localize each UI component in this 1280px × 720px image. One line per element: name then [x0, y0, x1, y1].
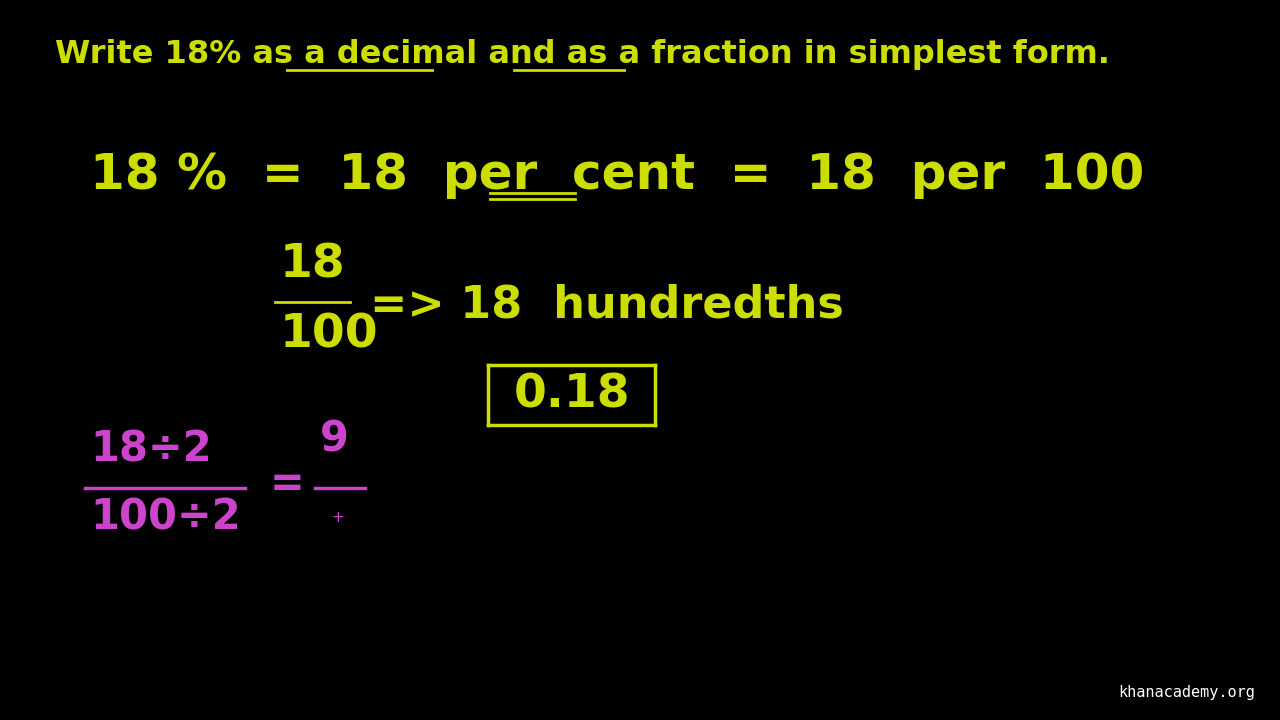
Text: =: = — [270, 463, 305, 505]
Text: +: + — [332, 510, 344, 526]
Text: 100÷2: 100÷2 — [90, 497, 241, 539]
Text: khanacademy.org: khanacademy.org — [1119, 685, 1254, 700]
Text: 18÷2: 18÷2 — [90, 429, 211, 471]
Text: 18: 18 — [280, 243, 346, 287]
Text: Write 18% as a decimal and as a fraction in simplest form.: Write 18% as a decimal and as a fraction… — [55, 40, 1110, 71]
Text: 0.18: 0.18 — [513, 372, 630, 418]
Text: => 18  hundredths: => 18 hundredths — [370, 284, 844, 326]
Text: 100: 100 — [280, 312, 379, 358]
Text: 9: 9 — [320, 419, 349, 461]
Text: 18 %  =  18  per  cent  =  18  per  100: 18 % = 18 per cent = 18 per 100 — [90, 151, 1144, 199]
